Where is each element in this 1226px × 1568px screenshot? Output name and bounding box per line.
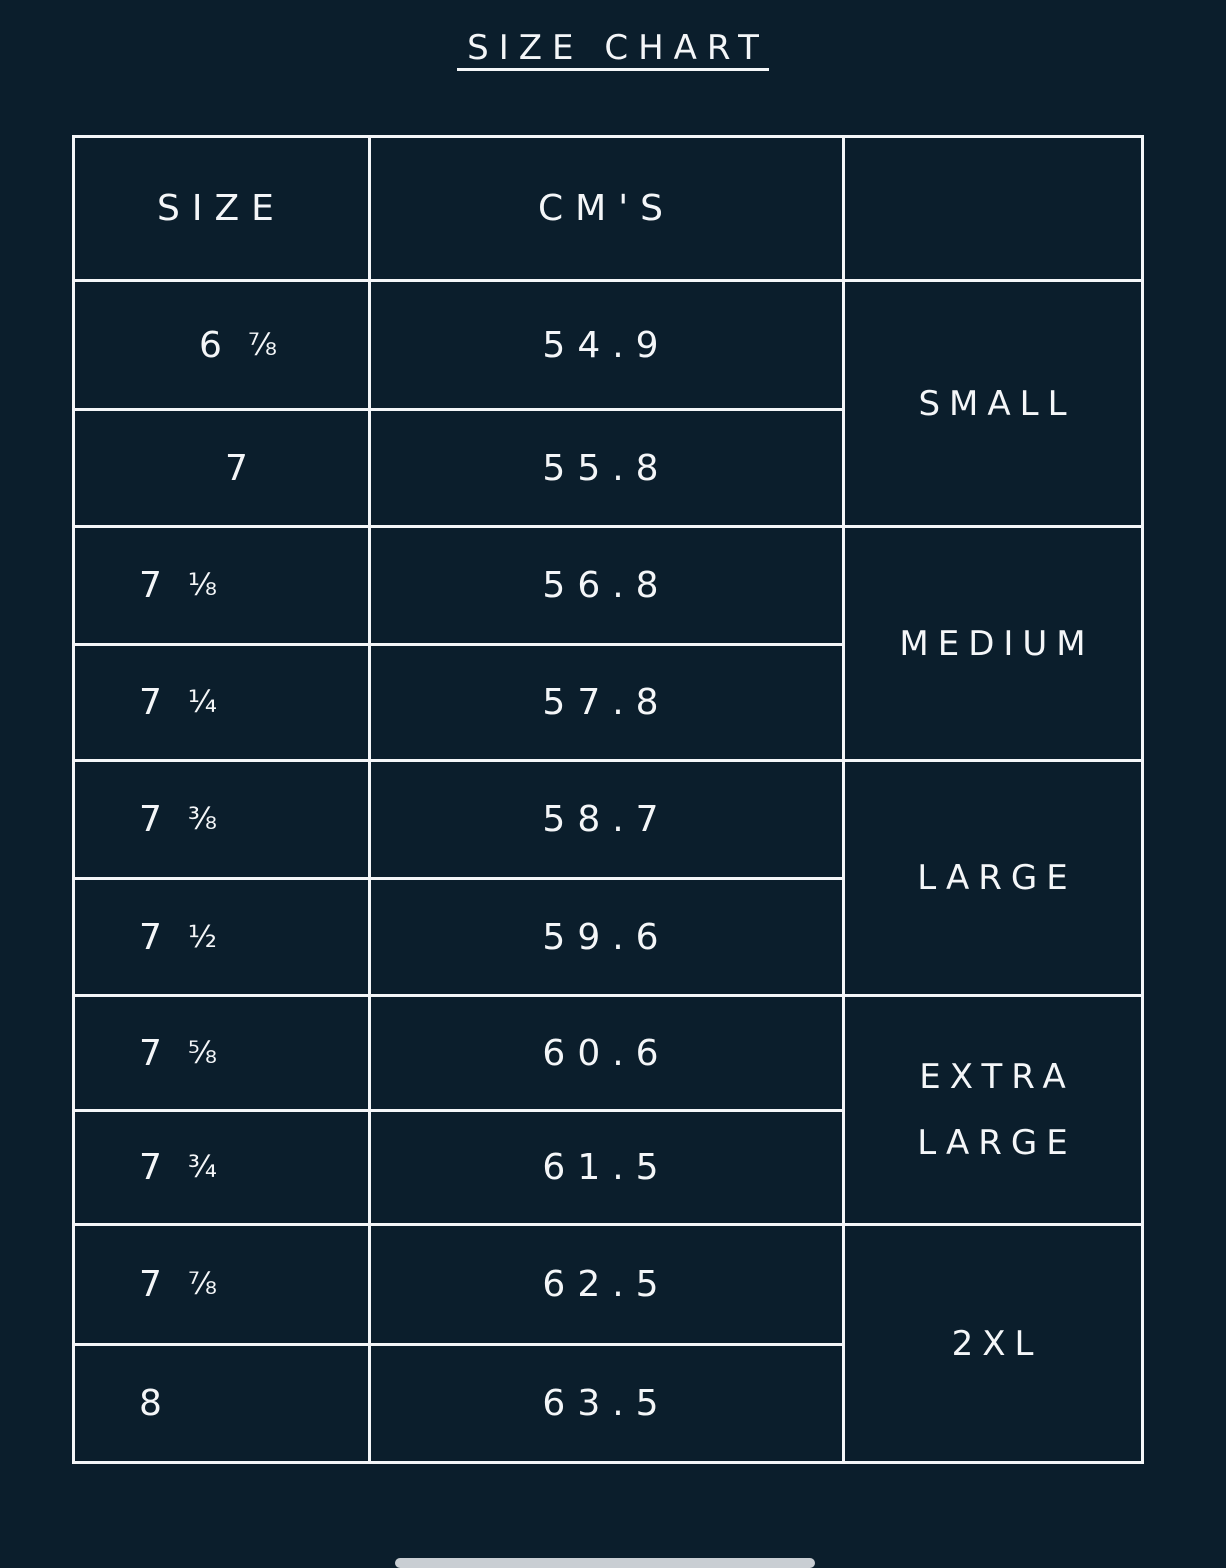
cm-cell: 63.5: [368, 1343, 845, 1464]
size-whole: 7: [225, 447, 260, 489]
page-title: SIZE CHART: [0, 28, 1226, 71]
group-label: LARGE: [917, 1123, 1077, 1163]
size-whole: 7: [139, 1264, 174, 1305]
cm-value: 61.5: [542, 1147, 671, 1188]
size-fraction: ¼: [187, 685, 217, 720]
header-group: [842, 135, 1144, 282]
group-label: SMALL: [918, 383, 1076, 424]
size-whole: 8: [139, 1383, 174, 1424]
home-indicator: [395, 1558, 815, 1568]
cm-value: 56.8: [542, 565, 671, 606]
size-fraction: ¾: [187, 1150, 217, 1185]
cm-cell: 62.5: [368, 1223, 845, 1346]
cm-cell: 59.6: [368, 877, 845, 997]
group-label: 2XL: [951, 1323, 1043, 1364]
size-whole: 7: [139, 565, 174, 606]
cm-value: 55.8: [542, 447, 671, 489]
group-cell: MEDIUM: [842, 525, 1144, 762]
size-whole: 6: [199, 324, 234, 366]
header-size-label: SIZE: [157, 188, 286, 229]
size-whole: 7: [139, 1032, 174, 1074]
size-fraction: ½: [187, 919, 217, 955]
cm-cell: 55.8: [368, 408, 845, 528]
cm-cell: 56.8: [368, 525, 845, 646]
size-whole: 7: [139, 916, 174, 958]
size-fraction: ⅜: [187, 802, 217, 837]
cm-value: 57.8: [542, 682, 671, 723]
size-whole: 7: [139, 799, 174, 840]
group-cell: LARGE: [842, 759, 1144, 997]
header-cms: CM'S: [368, 135, 845, 282]
cm-value: 63.5: [542, 1383, 671, 1424]
group-cell: SMALL: [842, 279, 1144, 528]
header-cms-label: CM'S: [538, 188, 675, 229]
size-whole: 7: [139, 1147, 174, 1188]
cm-cell: 58.7: [368, 759, 845, 880]
size-cell: 7: [72, 408, 371, 528]
cm-cell: 61.5: [368, 1109, 845, 1226]
cm-cell: 54.9: [368, 279, 845, 411]
cm-cell: 60.6: [368, 994, 845, 1112]
size-fraction: ⅝: [187, 1035, 217, 1071]
size-cell: 8: [72, 1343, 371, 1464]
group-label: LARGE: [917, 858, 1077, 898]
group-label: MEDIUM: [899, 623, 1095, 664]
size-fraction: ⅞: [247, 327, 277, 363]
size-fraction: ⅛: [187, 568, 217, 603]
cm-value: 62.5: [542, 1264, 671, 1305]
cm-value: 58.7: [542, 799, 671, 840]
group-label: EXTRA: [919, 1057, 1075, 1097]
cm-value: 60.6: [542, 1032, 671, 1074]
size-whole: 7: [139, 682, 174, 723]
group-cell: EXTRA LARGE: [842, 994, 1144, 1226]
cm-value: 54.9: [542, 324, 671, 366]
header-size: SIZE: [72, 135, 371, 282]
cm-cell: 57.8: [368, 643, 845, 762]
cm-value: 59.6: [542, 916, 671, 958]
size-fraction: ⅞: [187, 1267, 217, 1302]
group-cell: 2XL: [842, 1223, 1144, 1464]
